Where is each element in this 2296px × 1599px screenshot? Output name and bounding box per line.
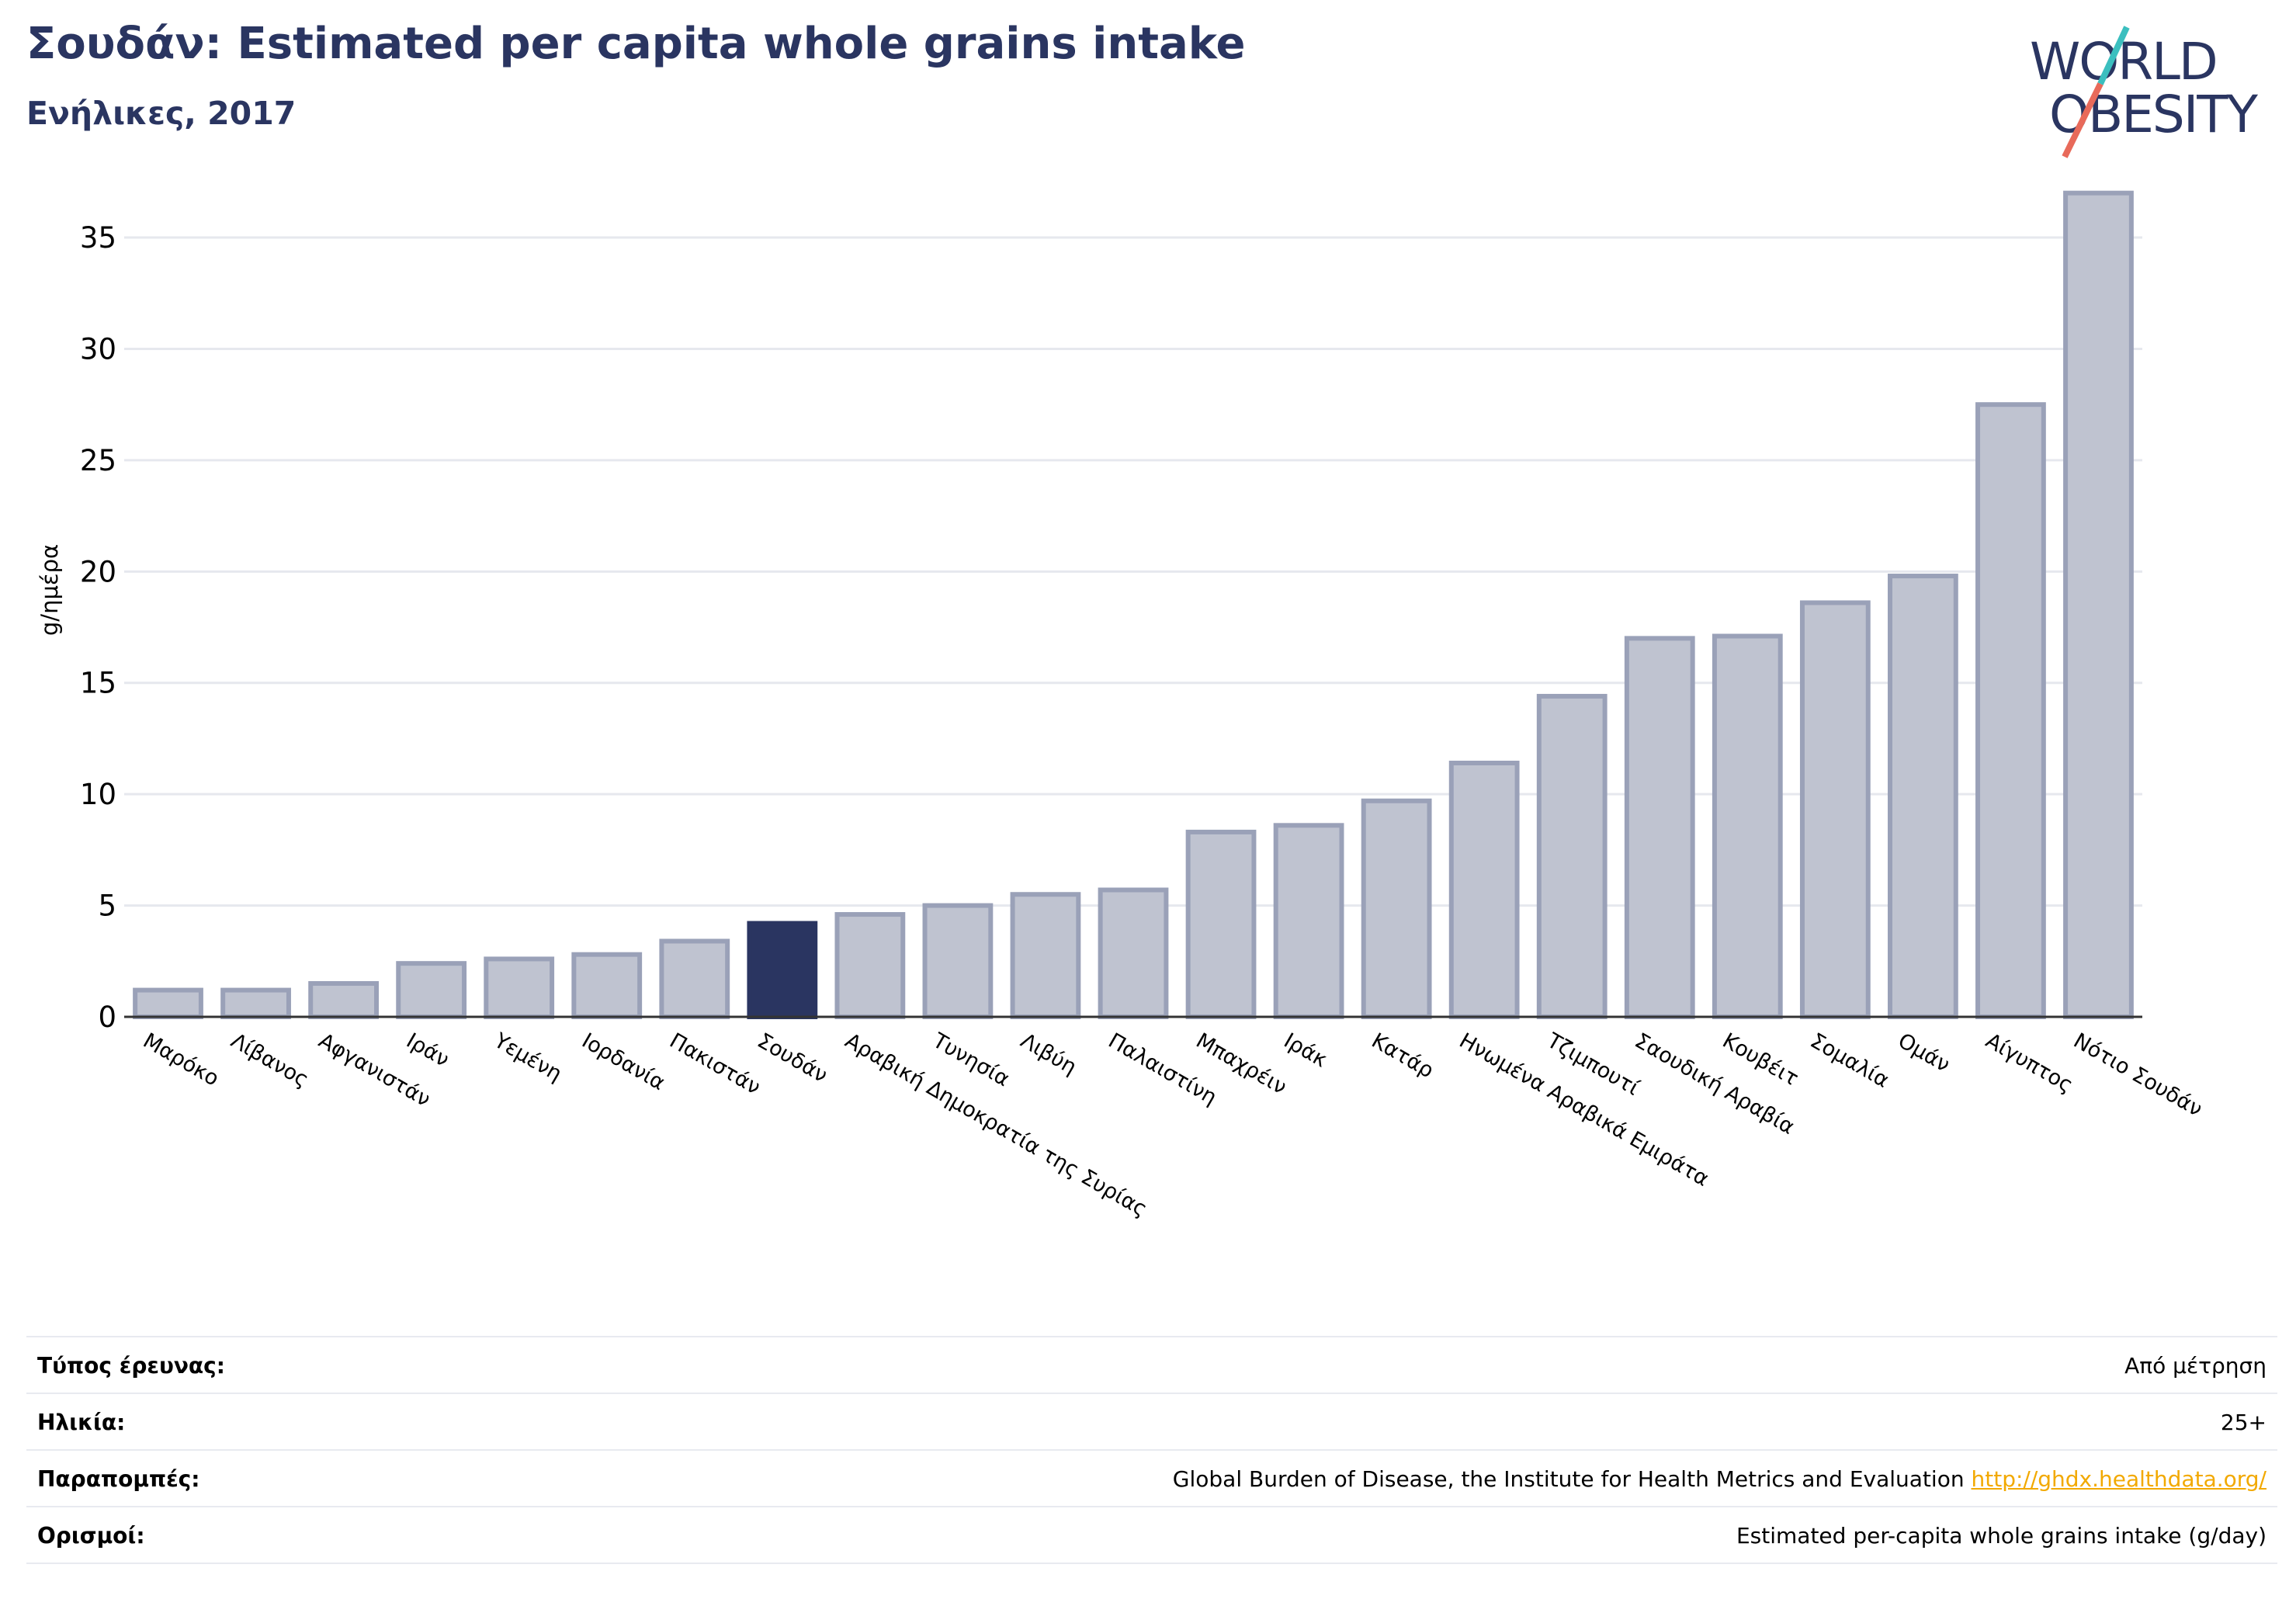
y-tick-label: 25 bbox=[80, 444, 116, 477]
bar bbox=[133, 987, 203, 1020]
bar bbox=[1098, 887, 1169, 1019]
logo-slash-teal bbox=[2097, 26, 2130, 85]
y-tick-label: 5 bbox=[98, 890, 116, 923]
reference-link[interactable]: http://ghdx.healthdata.org/ bbox=[1971, 1466, 2267, 1492]
x-tick-label: Αραβική Δημοκρατία της Συρίας bbox=[841, 1028, 1151, 1222]
x-tick-label: Υεμένη bbox=[489, 1028, 566, 1087]
world-obesity-logo: WORLD OBESITY bbox=[2030, 26, 2260, 158]
y-tick-label: 35 bbox=[80, 221, 116, 255]
page-title: Σουδάν: Estimated per capita whole grain… bbox=[26, 19, 1246, 69]
meta-label: Τύπος έρευνας: bbox=[37, 1353, 225, 1379]
bar bbox=[922, 903, 994, 1020]
bar bbox=[1273, 823, 1344, 1019]
bar bbox=[1361, 798, 1432, 1020]
logo-slash-coral bbox=[2062, 82, 2104, 158]
meta-label: Ηλικία: bbox=[37, 1410, 126, 1435]
x-tick-label: Μαρόκο bbox=[139, 1028, 223, 1091]
y-tick-label: 0 bbox=[98, 1001, 116, 1034]
x-tick-label: Ομάν bbox=[1894, 1028, 1954, 1077]
x-tick-label: Λίβανος bbox=[227, 1028, 313, 1092]
bar bbox=[1975, 402, 2046, 1019]
bar bbox=[220, 987, 291, 1020]
meta-row-definitions: Ορισμοί: Estimated per-capita whole grai… bbox=[26, 1506, 2277, 1564]
y-axis-label: g/ημέρα bbox=[36, 544, 63, 636]
x-tick-label: Αίγυπτος bbox=[1982, 1028, 2077, 1098]
bar bbox=[1536, 693, 1608, 1020]
x-tick-label: Σουδάν bbox=[753, 1028, 831, 1087]
logo-line1: WORLD bbox=[2030, 32, 2217, 92]
x-tick-label: Κατάρ bbox=[1368, 1028, 1438, 1083]
page-subtitle: Ενήλικες, 2017 bbox=[26, 95, 297, 132]
bar bbox=[1888, 574, 1958, 1019]
x-tick-label: Λιβύη bbox=[1016, 1028, 1080, 1080]
bar bbox=[747, 921, 818, 1020]
bar bbox=[1624, 636, 1695, 1019]
x-tick-label: Σομαλία bbox=[1806, 1028, 1893, 1093]
bar bbox=[484, 956, 555, 1019]
bar bbox=[1712, 633, 1783, 1019]
metadata-table: Τύπος έρευνας: Από μέτρηση Ηλικία: 25+ Π… bbox=[26, 1336, 2277, 1564]
bar bbox=[308, 980, 379, 1019]
x-tick-label: Νότιο Σουδάν bbox=[2069, 1028, 2206, 1122]
meta-value: Global Burden of Disease, the Institute … bbox=[1172, 1466, 1965, 1492]
meta-label: Ορισμοί: bbox=[37, 1523, 145, 1549]
y-tick-labels: 0 5 10 15 20 25 30 35 bbox=[80, 221, 116, 1034]
bar bbox=[571, 952, 643, 1019]
y-tick-label: 30 bbox=[80, 332, 116, 366]
meta-row-age: Ηλικία: 25+ bbox=[26, 1393, 2277, 1449]
bar bbox=[659, 938, 730, 1019]
meta-row-references: Παραπομπές: Global Burden of Disease, th… bbox=[26, 1449, 2277, 1506]
y-tick-label: 15 bbox=[80, 667, 116, 700]
meta-value-wrap: Global Burden of Disease, the Institute … bbox=[1173, 1466, 2267, 1492]
meta-value: Estimated per-capita whole grains intake… bbox=[1736, 1523, 2267, 1549]
x-tick-label: Πακιστάν bbox=[665, 1028, 765, 1100]
x-tick-label: Ιράν bbox=[402, 1028, 453, 1072]
bar bbox=[1010, 892, 1081, 1019]
y-tick-label: 20 bbox=[80, 555, 116, 588]
x-tick-label: Ιράκ bbox=[1280, 1028, 1332, 1072]
bar bbox=[834, 912, 906, 1019]
meta-row-survey-type: Τύπος έρευνας: Από μέτρηση bbox=[26, 1336, 2277, 1393]
bar bbox=[396, 961, 467, 1019]
y-tick-label: 10 bbox=[80, 778, 116, 811]
meta-value: Από μέτρηση bbox=[2124, 1353, 2267, 1379]
bar bbox=[1185, 829, 1257, 1019]
x-tick-label: Ιορδανία bbox=[577, 1028, 669, 1095]
meta-value: 25+ bbox=[2220, 1410, 2267, 1435]
bar bbox=[2063, 190, 2134, 1019]
meta-label: Παραπομπές: bbox=[37, 1466, 200, 1492]
bars bbox=[133, 190, 2134, 1020]
bar bbox=[1799, 600, 1871, 1019]
bar bbox=[1448, 761, 1520, 1019]
x-tick-label: Σαουδική Αραβία bbox=[1631, 1028, 1798, 1139]
